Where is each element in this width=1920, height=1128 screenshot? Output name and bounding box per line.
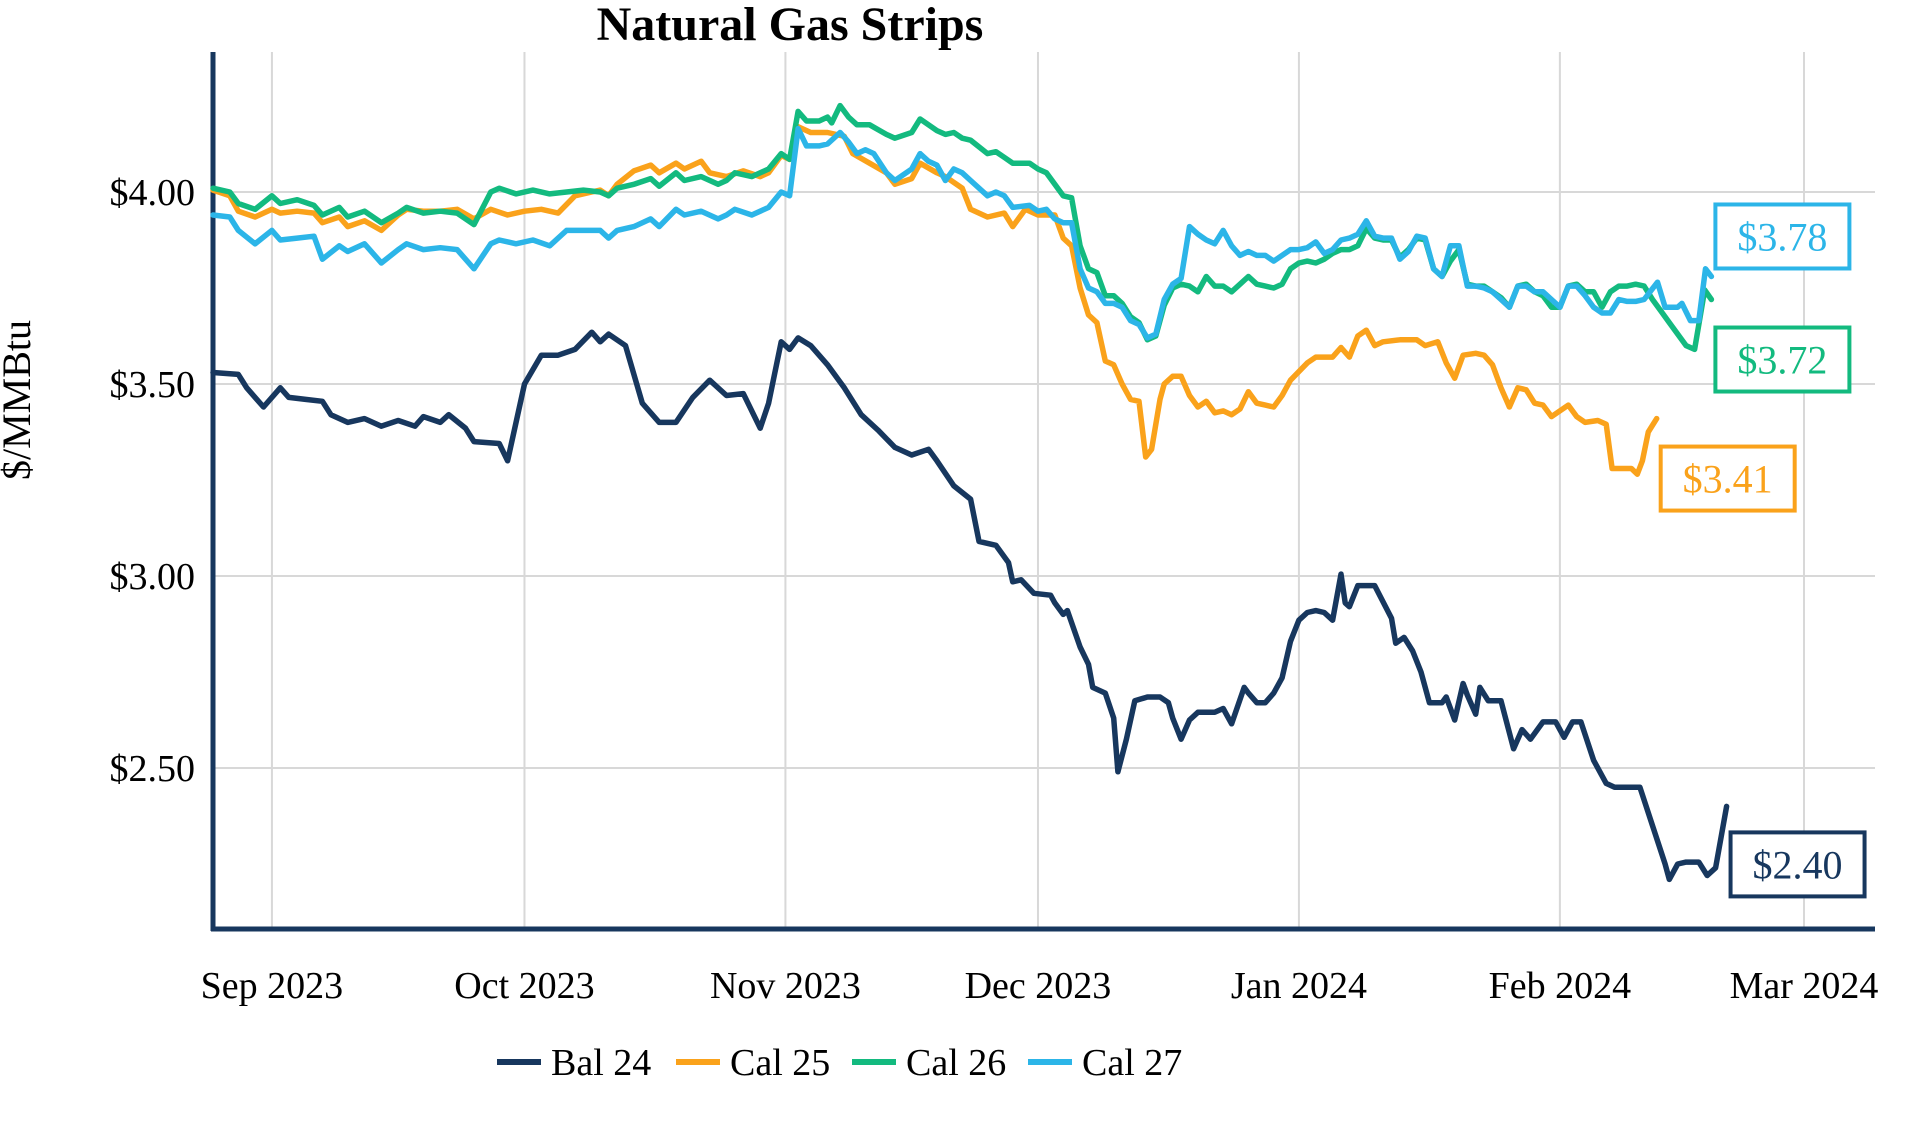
y-tick-label: $3.00 [110,556,196,598]
legend-label-bal-24: Bal 24 [551,1042,651,1084]
y-tick-label: $3.50 [110,364,196,406]
end-value-box-cal-26 [1713,325,1852,394]
legend-label-cal-27: Cal 27 [1082,1042,1182,1084]
legend-label-cal-25: Cal 25 [730,1042,830,1084]
y-tick-label: $2.50 [110,748,196,790]
legend-item-bal-24: Bal 24 [497,1042,651,1084]
end-value-box-bal-24 [1728,830,1867,899]
x-tick-label: Dec 2023 [965,965,1112,1007]
x-tick-label: Mar 2024 [1730,965,1879,1007]
y-tick-label: $4.00 [110,172,196,214]
line-cal-27 [210,125,1715,341]
end-value-label-bal-24: $2.40 [1753,842,1843,887]
x-tick-label: Nov 2023 [710,965,861,1007]
end-value-box-cal-25 [1658,444,1797,513]
tick-labels: $4.00 $3.50 $3.00 $2.50 Sep 2023 Oct 2023 Nov … [110,172,1879,1007]
x-tick-label: Sep 2023 [201,965,344,1007]
series-layer [210,102,1730,883]
line-cal-25 [210,123,1660,477]
line-cal-26 [210,102,1715,353]
chart-title: Natural Gas Strips [597,0,984,51]
end-value-labels: $2.40 $3.41 $3.72 $3.78 [1658,202,1867,899]
end-value-label-cal-27: $3.78 [1737,214,1827,259]
grid-layer [213,52,1875,929]
legend-item-cal-25: Cal 25 [676,1042,830,1084]
end-value-label-cal-25: $3.41 [1683,457,1773,502]
end-value-box-cal-27 [1713,202,1852,271]
x-tick-label: Feb 2024 [1489,965,1632,1007]
legend-label-cal-26: Cal 26 [906,1042,1006,1084]
legend-item-cal-26: Cal 26 [852,1042,1006,1084]
end-value-label-cal-26: $3.72 [1737,338,1827,383]
legend-item-cal-27: Cal 27 [1028,1042,1182,1084]
axis-layer [210,52,1875,932]
line-bal-24 [210,329,1730,883]
y-axis-label: $/MMBtu [0,320,39,480]
legend: Bal 24 Cal 25 Cal 26 Cal 27 [497,1042,1182,1084]
x-tick-label: Jan 2024 [1231,965,1367,1007]
x-tick-label: Oct 2023 [454,965,594,1007]
